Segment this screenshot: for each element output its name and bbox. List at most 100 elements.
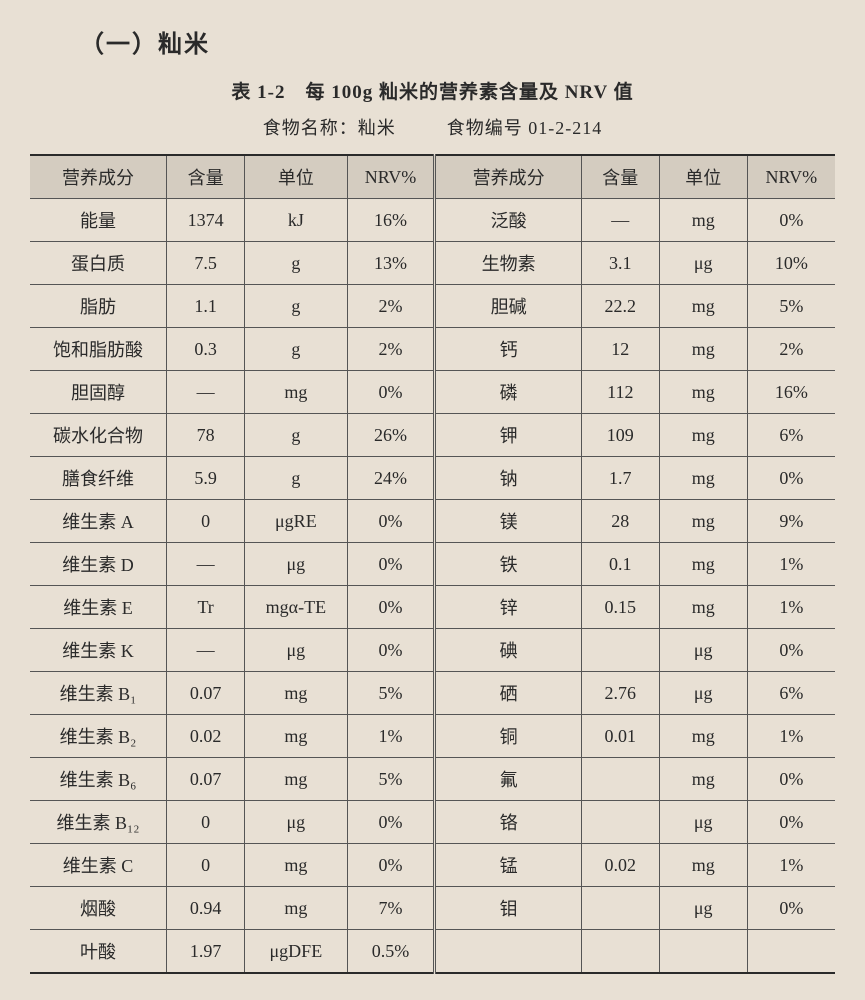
cell-amount: 0 (167, 500, 245, 543)
table-row: 维生素 C0mg0%锰0.02mg1% (30, 844, 835, 887)
cell-unit: μg (245, 801, 347, 844)
cell-amount: — (581, 199, 659, 242)
table-row: 膳食纤维5.9g24%钠1.7mg0% (30, 457, 835, 500)
cell-nutrient-name: 钙 (435, 328, 581, 371)
cell-unit: g (245, 328, 347, 371)
cell-amount (581, 758, 659, 801)
cell-unit: μg (659, 887, 747, 930)
cell-amount: 0.02 (167, 715, 245, 758)
cell-nrv: 13% (347, 242, 435, 285)
cell-nrv: 6% (747, 414, 835, 457)
cell-amount (581, 801, 659, 844)
table-row: 饱和脂肪酸0.3g2%钙12mg2% (30, 328, 835, 371)
cell-nrv: 0% (347, 629, 435, 672)
cell-nrv: 26% (347, 414, 435, 457)
cell-nutrient-name: 生物素 (435, 242, 581, 285)
cell-nutrient-name: 铁 (435, 543, 581, 586)
cell-nutrient-name: 饱和脂肪酸 (30, 328, 167, 371)
cell-nrv (747, 930, 835, 974)
table-row: 脂肪1.1g2%胆碱22.2mg5% (30, 285, 835, 328)
cell-nrv: 0% (747, 887, 835, 930)
cell-amount: 12 (581, 328, 659, 371)
table-row: 维生素 B₂0.02mg1%铜0.01mg1% (30, 715, 835, 758)
cell-nutrient-name: 碘 (435, 629, 581, 672)
table-row: 维生素 B₁₂0μg0%铬μg0% (30, 801, 835, 844)
cell-nrv: 0% (747, 199, 835, 242)
cell-nrv: 5% (347, 672, 435, 715)
cell-nrv: 0% (747, 758, 835, 801)
cell-nutrient-name: 维生素 C (30, 844, 167, 887)
cell-nutrient-name: 磷 (435, 371, 581, 414)
cell-unit: μg (659, 629, 747, 672)
col-header-nrv: NRV% (747, 155, 835, 199)
table-row: 烟酸0.94mg7%钼μg0% (30, 887, 835, 930)
cell-unit: mg (245, 715, 347, 758)
cell-nrv: 24% (347, 457, 435, 500)
cell-nutrient-name: 胆固醇 (30, 371, 167, 414)
cell-unit: mg (659, 285, 747, 328)
cell-unit: mg (659, 414, 747, 457)
cell-nrv: 0% (347, 543, 435, 586)
food-name-label: 食物名称：籼米 (263, 118, 396, 138)
cell-unit: mg (659, 457, 747, 500)
cell-nutrient-name: 铜 (435, 715, 581, 758)
cell-unit: mg (245, 371, 347, 414)
cell-unit: mg (245, 887, 347, 930)
cell-nutrient-name: 能量 (30, 199, 167, 242)
cell-nutrient-name: 蛋白质 (30, 242, 167, 285)
cell-amount: 22.2 (581, 285, 659, 328)
cell-amount: 109 (581, 414, 659, 457)
cell-nutrient-name: 维生素 D (30, 543, 167, 586)
cell-nutrient-name: 铬 (435, 801, 581, 844)
cell-nutrient-name: 硒 (435, 672, 581, 715)
cell-nrv: 0% (347, 371, 435, 414)
cell-unit: μg (659, 672, 747, 715)
table-row: 碳水化合物78g26%钾109mg6% (30, 414, 835, 457)
cell-nrv: 2% (747, 328, 835, 371)
table-caption: 表 1-2 每 100g 籼米的营养素含量及 NRV 值 (30, 77, 835, 104)
col-header-nrv: NRV% (347, 155, 435, 199)
cell-amount: 1.97 (167, 930, 245, 974)
cell-amount: 1374 (167, 199, 245, 242)
cell-unit: mg (659, 844, 747, 887)
cell-amount: 112 (581, 371, 659, 414)
cell-nrv: 2% (347, 328, 435, 371)
cell-amount (581, 629, 659, 672)
cell-nrv: 1% (347, 715, 435, 758)
cell-unit: g (245, 242, 347, 285)
cell-nutrient-name: 钠 (435, 457, 581, 500)
cell-unit: mg (659, 328, 747, 371)
cell-amount: 0.07 (167, 758, 245, 801)
food-code-label: 食物编号 01-2-214 (447, 118, 603, 138)
cell-amount: 7.5 (167, 242, 245, 285)
cell-unit: g (245, 457, 347, 500)
cell-unit: g (245, 285, 347, 328)
cell-nutrient-name: 脂肪 (30, 285, 167, 328)
cell-nutrient-name: 烟酸 (30, 887, 167, 930)
cell-nrv: 0% (747, 457, 835, 500)
cell-unit: μg (245, 629, 347, 672)
cell-nrv: 16% (347, 199, 435, 242)
cell-amount: 0.15 (581, 586, 659, 629)
cell-nutrient-name: 膳食纤维 (30, 457, 167, 500)
table-header-row: 营养成分 含量 单位 NRV% 营养成分 含量 单位 NRV% (30, 155, 835, 199)
cell-nrv: 6% (747, 672, 835, 715)
cell-nrv: 9% (747, 500, 835, 543)
cell-unit: mg (659, 586, 747, 629)
cell-nutrient-name: 锰 (435, 844, 581, 887)
table-row: 维生素 B₁0.07mg5%硒2.76μg6% (30, 672, 835, 715)
cell-amount: Tr (167, 586, 245, 629)
cell-nutrient-name: 维生素 B₁ (30, 672, 167, 715)
table-row: 维生素 D—μg0%铁0.1mg1% (30, 543, 835, 586)
cell-amount: 28 (581, 500, 659, 543)
cell-nutrient-name: 维生素 B₁₂ (30, 801, 167, 844)
cell-nrv: 2% (347, 285, 435, 328)
col-header-amount: 含量 (167, 155, 245, 199)
cell-unit: mg (659, 715, 747, 758)
cell-nutrient-name: 维生素 K (30, 629, 167, 672)
table-row: 能量1374kJ16%泛酸—mg0% (30, 199, 835, 242)
cell-amount: — (167, 543, 245, 586)
cell-nutrient-name: 维生素 B₂ (30, 715, 167, 758)
cell-unit: g (245, 414, 347, 457)
col-header-name: 营养成分 (30, 155, 167, 199)
